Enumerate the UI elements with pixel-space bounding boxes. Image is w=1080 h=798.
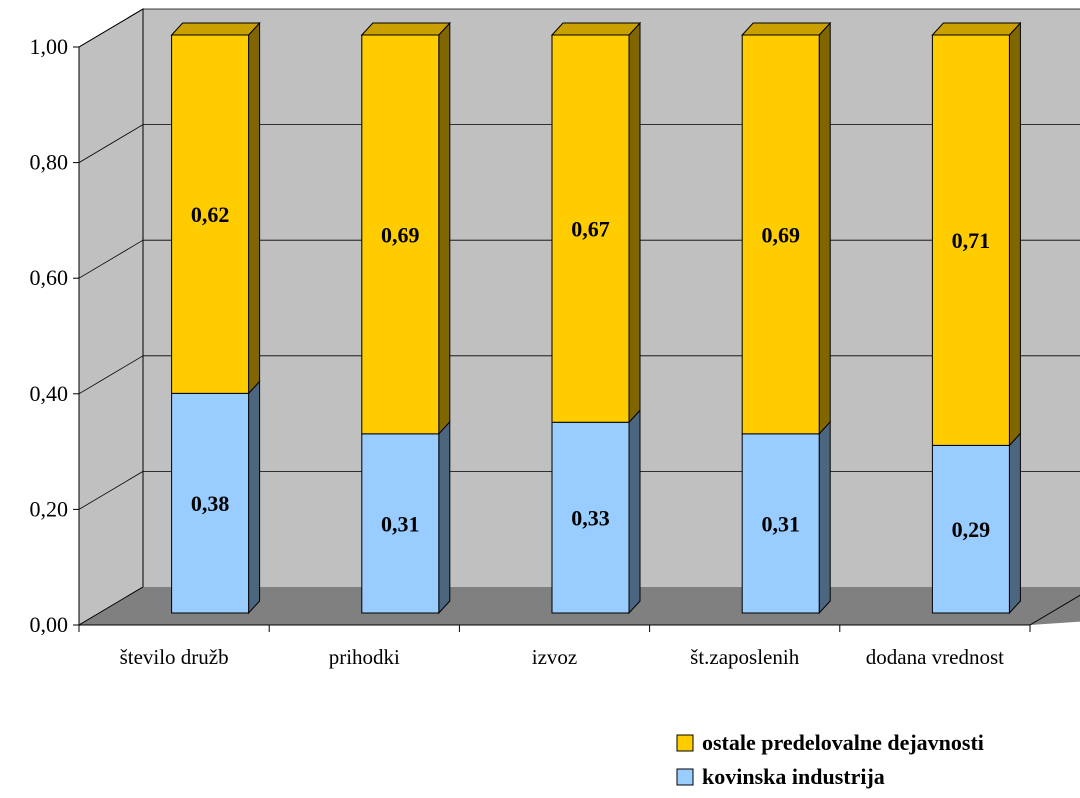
data-labels: 0,38 0,62 0,31 0,69 0,33 0,67 0,31 0,69 0,29 0,71 (191, 202, 990, 542)
gridline-side (78, 239, 144, 279)
data-label: 0,69 (381, 222, 420, 247)
data-label: 0,31 (761, 511, 800, 536)
bar-side (818, 420, 831, 615)
bar-side (1008, 21, 1021, 447)
x-tick-label: prihodki (329, 645, 400, 669)
gridline-side (78, 8, 144, 48)
bar-side (248, 380, 261, 615)
bar-side (438, 21, 451, 436)
bar-top (550, 22, 642, 36)
data-label: 0,29 (952, 517, 991, 542)
y-tick-label: 1,00 (30, 34, 69, 59)
bars (170, 21, 1022, 615)
bar-top (170, 22, 261, 36)
bar (741, 34, 820, 435)
bar-side (1008, 432, 1021, 615)
bar (931, 34, 1010, 446)
y-tick-label: 0,40 (30, 381, 69, 406)
bar-top (741, 22, 832, 36)
bar-top (360, 22, 451, 36)
data-label: 0,69 (761, 222, 800, 247)
x-axis-depth (1029, 594, 1080, 626)
gridline-side (78, 355, 144, 395)
gridline-side (78, 471, 144, 510)
bar-side (818, 21, 831, 436)
data-label: 0,33 (571, 506, 610, 531)
bar-side (628, 408, 641, 615)
bar (551, 421, 630, 614)
bar-top (931, 22, 1022, 36)
side-wall (78, 8, 144, 626)
bar-side (438, 420, 451, 615)
bar-side (628, 21, 641, 424)
y-tick-label: 0,20 (30, 496, 69, 521)
gridline-side (78, 124, 144, 163)
legend-swatch (676, 768, 694, 786)
data-label: 0,67 (571, 217, 610, 242)
bar (741, 433, 820, 614)
bar-side (248, 21, 261, 395)
legend-label: ostale predelovalne dejavnosti (702, 730, 984, 755)
bar (551, 34, 630, 423)
x-tick-label: izvoz (532, 645, 577, 669)
bar (361, 433, 440, 614)
gridline-side (78, 586, 144, 626)
legend-swatch (676, 734, 694, 752)
legend: ostale predelovalne dejavnosti kovinska i… (676, 730, 984, 789)
legend-label: kovinska industrija (702, 764, 885, 789)
axes: 0,00 0,20 0,40 0,60 0,80 1,00 število družb pri… (30, 34, 1080, 669)
x-tick-label: št.zaposlenih (690, 645, 800, 669)
x-tick-label: dodana vrednost (866, 645, 1004, 669)
x-tick-label: število družb (120, 645, 229, 669)
data-label: 0,38 (191, 491, 230, 516)
y-tick-label: 0,00 (30, 612, 69, 637)
bar (171, 34, 250, 394)
data-label: 0,71 (952, 228, 991, 253)
data-label: 0,31 (381, 511, 420, 536)
data-label: 0,62 (191, 202, 230, 227)
y-tick-label: 0,60 (30, 265, 69, 290)
y-tick-label: 0,80 (30, 150, 69, 175)
